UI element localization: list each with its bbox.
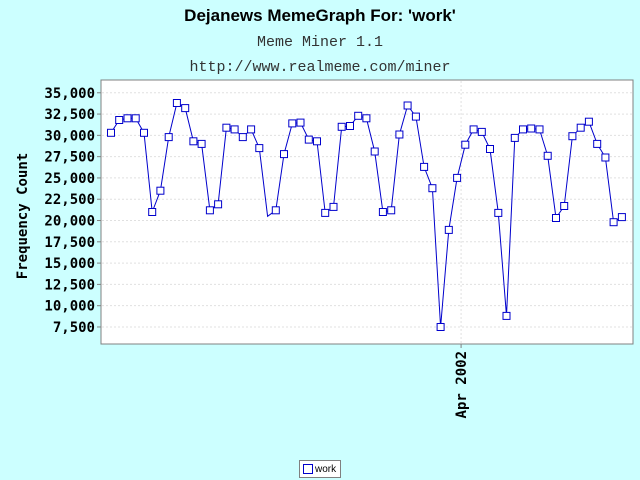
- data-point: [148, 208, 157, 216]
- y-axis: 7,500 10,000 12,500 15,000 17,500 20,000 22,50…: [44, 86, 101, 336]
- data-point: [387, 206, 396, 215]
- data-point: [288, 119, 297, 128]
- data-point: [329, 202, 338, 211]
- data-point: [321, 208, 330, 217]
- grid-lines: [102, 81, 633, 344]
- data-point: [461, 140, 470, 149]
- data-point: [115, 116, 124, 124]
- x-tick-label: Apr 2002: [454, 351, 470, 418]
- chart-title: Dejanews MemeGraph For: 'work': [184, 6, 456, 25]
- data-point: [486, 145, 494, 153]
- y-tick-label: 27,500: [44, 150, 95, 166]
- data-point: [502, 311, 511, 320]
- data-point: [552, 214, 560, 222]
- data-point: [370, 147, 379, 156]
- y-tick-label: 32,500: [44, 107, 95, 123]
- data-point: [436, 323, 445, 331]
- y-tick-label: 12,500: [44, 277, 95, 293]
- y-axis-label: Frequency Count: [15, 153, 31, 279]
- data-point: [403, 101, 412, 110]
- data-point: [238, 133, 247, 142]
- data-point: [222, 123, 231, 132]
- data-point: [346, 122, 354, 130]
- data-point: [494, 208, 503, 217]
- data-point: [164, 133, 173, 142]
- data-point: [444, 225, 453, 234]
- y-tick-label: 25,000: [44, 171, 95, 187]
- data-point: [477, 127, 486, 136]
- data-point: [378, 208, 387, 216]
- data-point: [560, 202, 569, 210]
- data-point: [296, 118, 305, 127]
- data-point: [543, 151, 552, 160]
- data-point: [337, 122, 346, 131]
- data-point: [535, 125, 544, 134]
- legend: work: [299, 460, 342, 478]
- data-point: [214, 200, 223, 209]
- data-point: [411, 112, 420, 121]
- x-axis: Apr 2002: [454, 344, 470, 418]
- data-point: [140, 128, 148, 137]
- data-point: [510, 133, 519, 142]
- data-point: [313, 137, 321, 146]
- data-point: [609, 218, 618, 227]
- data-point: [453, 173, 462, 182]
- data-point: [107, 128, 115, 137]
- data-point: [568, 132, 577, 141]
- data-point: [123, 114, 132, 123]
- data-point: [395, 130, 404, 139]
- data-point: [255, 144, 264, 153]
- data-point: [205, 206, 214, 215]
- chart-url: http://www.realmeme.com/miner: [189, 59, 451, 76]
- data-point: [197, 139, 206, 148]
- chart-subtitle: Meme Miner 1.1: [256, 34, 384, 51]
- data-point: [156, 186, 165, 195]
- data-point: [576, 123, 585, 132]
- data-point: [617, 213, 626, 222]
- data-point: [584, 117, 593, 126]
- data-point: [247, 125, 256, 134]
- data-point: [420, 162, 429, 171]
- legend-label: work: [315, 463, 337, 475]
- plot-area: [100, 79, 634, 345]
- data-point: [354, 111, 363, 120]
- data-point: [304, 135, 313, 144]
- data-point: [131, 114, 140, 123]
- y-tick-label: 15,000: [44, 256, 95, 272]
- data-point: [189, 137, 198, 146]
- data-point: [362, 114, 371, 123]
- data-point: [519, 125, 527, 134]
- data-point: [181, 104, 190, 113]
- y-tick-label: 20,000: [44, 214, 95, 230]
- data-point: [469, 125, 478, 134]
- data-point: [271, 206, 280, 215]
- legend-marker-icon: [303, 464, 313, 474]
- data-point: [230, 125, 239, 134]
- data-point: [428, 184, 437, 193]
- y-tick-label: 30,000: [44, 128, 95, 144]
- data-point: [601, 153, 610, 162]
- y-tick-label: 17,500: [44, 235, 95, 251]
- data-point: [280, 150, 288, 159]
- series-work: [107, 99, 626, 331]
- y-tick-label: 7,500: [53, 320, 95, 336]
- y-tick-label: 22,500: [44, 192, 95, 208]
- data-point: [593, 139, 602, 148]
- y-tick-label: 35,000: [44, 86, 95, 102]
- data-point: [172, 99, 181, 107]
- data-point: [527, 124, 536, 133]
- y-tick-label: 10,000: [44, 299, 95, 315]
